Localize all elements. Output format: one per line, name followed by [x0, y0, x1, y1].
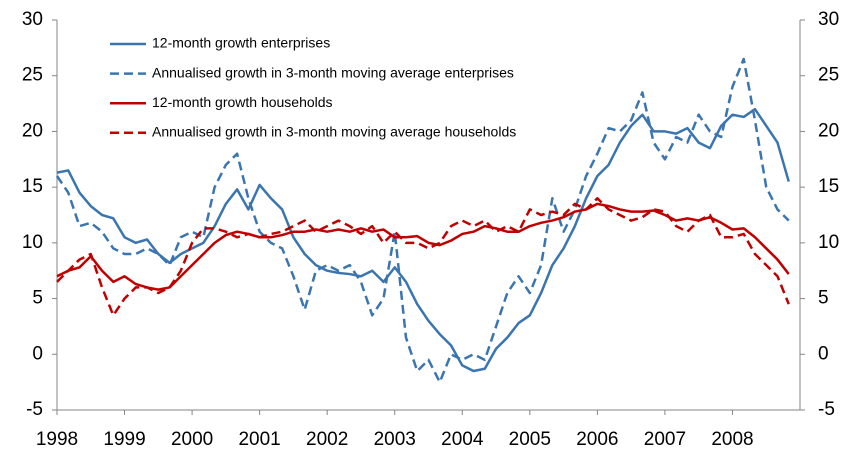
y-tick-label: -5 — [26, 399, 43, 420]
x-tick-label: 2000 — [171, 429, 213, 450]
y2-tick-label: 10 — [818, 232, 839, 253]
x-tick-label: 2003 — [374, 429, 416, 450]
y2-tick-label: -5 — [818, 399, 835, 420]
x-tick-label: 1999 — [103, 429, 145, 450]
series-line — [56, 107, 790, 373]
legend-label: 12-month growth enterprises — [152, 35, 330, 51]
y2-tick-label: 0 — [818, 343, 829, 364]
y-tick-label: 30 — [22, 9, 43, 30]
legend-label: Annualised growth in 3-month moving aver… — [152, 124, 516, 140]
x-tick-label: 2007 — [644, 429, 686, 450]
y2-tick-label: 15 — [818, 176, 839, 197]
y-tick-label: 15 — [22, 176, 43, 197]
y2-tick-label: 5 — [818, 288, 829, 309]
series-line — [56, 197, 790, 317]
y2-tick-label: 20 — [818, 120, 839, 141]
y-tick-label: 5 — [32, 288, 43, 309]
x-tick-label: 2006 — [576, 429, 618, 450]
x-tick-label: 2008 — [711, 429, 753, 450]
legend-label: 12-month growth households — [152, 94, 333, 110]
y-tick-label: 20 — [22, 120, 43, 141]
x-tick-label: 2004 — [441, 429, 484, 450]
x-tick-label: 1998 — [36, 429, 78, 450]
y2-tick-label: 25 — [818, 65, 839, 86]
series-line — [55, 57, 790, 384]
y-tick-label: 10 — [22, 232, 43, 253]
y2-tick-label: 30 — [818, 9, 839, 30]
legend-label: Annualised growth in 3-month moving aver… — [152, 64, 514, 80]
x-tick-label: 2005 — [509, 429, 551, 450]
y-tick-label: 25 — [22, 65, 43, 86]
x-tick-label: 2002 — [306, 429, 348, 450]
y-tick-label: 0 — [32, 343, 43, 364]
x-tick-label: 2001 — [238, 429, 280, 450]
